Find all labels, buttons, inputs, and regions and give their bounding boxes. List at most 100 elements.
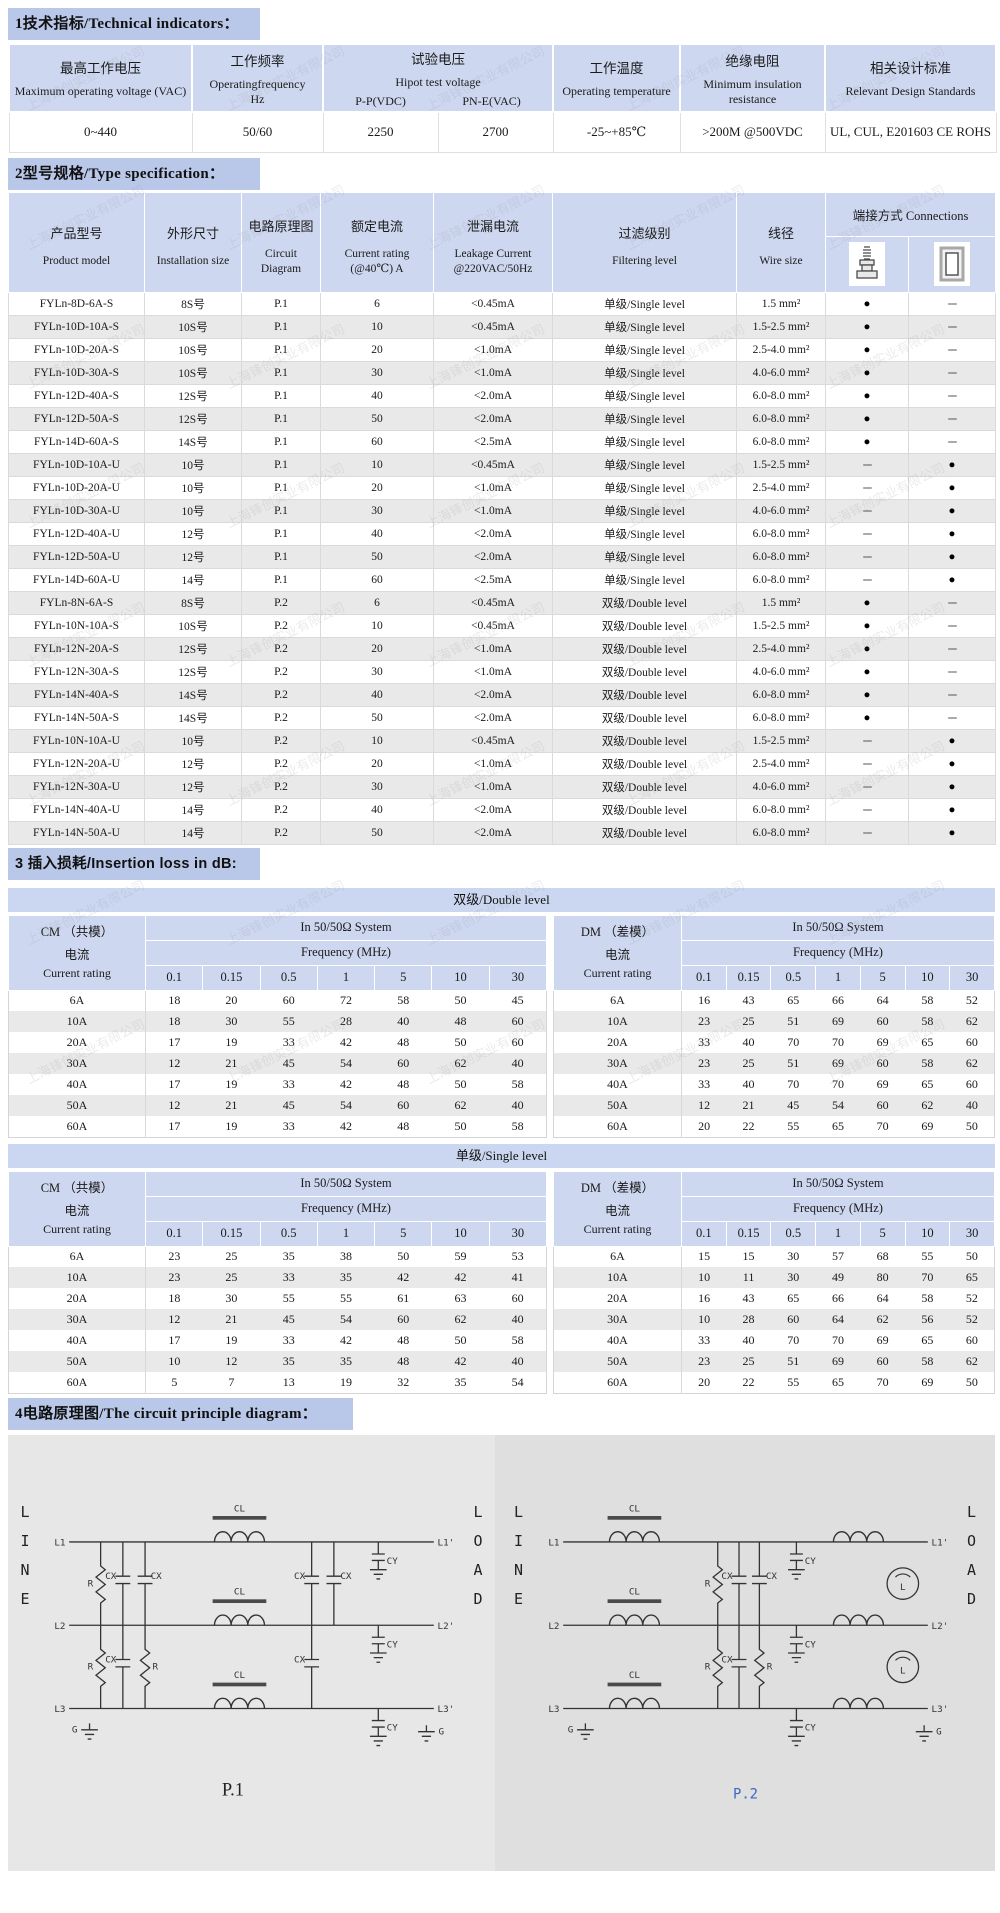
cell: 30 (225, 1291, 238, 1305)
cell: 4.0-6.0 mm² (736, 360, 826, 385)
cell: 双级/Double level (552, 613, 737, 638)
component-label: CL (628, 1503, 640, 1514)
cell: 6A (8, 1246, 146, 1267)
cell: <2.0mA (433, 544, 553, 569)
cell: 单级/Single level (552, 291, 737, 316)
cell: 6.0-8.0 mm² (736, 521, 826, 546)
cell: P.2 (241, 820, 321, 845)
cell: 20A (8, 1032, 146, 1053)
header-cell: 0.1 (681, 964, 727, 991)
cell: ● (825, 383, 909, 408)
cell: 15 (698, 1249, 711, 1264)
cell: 58 (511, 1077, 524, 1091)
cell: --- (908, 291, 996, 316)
cell: 25 (742, 1014, 755, 1028)
cell: 59 (454, 1249, 467, 1264)
cell: <0.45mA (433, 452, 553, 477)
cell: 50 (320, 544, 434, 569)
cell: 60 (876, 1014, 889, 1028)
table-row: 50A 12 21 45 54 60 62 40 (553, 1095, 995, 1116)
label: 电流 (64, 1203, 90, 1218)
cell: 80 (876, 1270, 889, 1284)
dm-current-header: DM （差模） 电流 Current rating (553, 1170, 682, 1247)
label: 过滤级别 (618, 226, 671, 242)
cell: --- (825, 498, 909, 523)
cell: 19 (339, 1374, 352, 1389)
component-label: CY (804, 1639, 816, 1650)
cell: 30A (553, 1053, 682, 1074)
cell: ● (908, 544, 996, 569)
header-cell: 30 (949, 964, 995, 991)
header-cell: 0.15 (202, 1220, 261, 1247)
cell: 20A (8, 1288, 146, 1309)
table-row: 10A 18 30 55 28 40 48 60 (8, 1011, 547, 1032)
table-row: FYLn-14N-40A-S 14S号 P.2 40 <2.0mA 双级/Double l… (8, 682, 996, 707)
cell: <2.0mA (433, 521, 553, 546)
cell: 28 (339, 1014, 352, 1028)
cell: 42 (454, 1270, 467, 1284)
cell: --- (908, 705, 996, 730)
cell: FYLn-10D-10A-U (8, 452, 145, 477)
frequency-header: Frequency (MHz) (681, 939, 995, 966)
circuit-box-p2: LINE L1 L2 L3 L1' L2' L3' CL CL CL R CX … (495, 1434, 995, 1871)
cell: 40 (511, 1312, 524, 1326)
cell: 21 (225, 1056, 238, 1070)
cell: 6.0-8.0 mm² (736, 820, 826, 845)
cell: 65 (787, 1291, 800, 1305)
cell: 10A (8, 1011, 146, 1032)
insertion-loss-single-dm-table: DM （差模） 电流 Current rating In 50/50Ω Syst… (553, 1170, 995, 1394)
label: 电流 (604, 1203, 630, 1218)
cell: 单级/Single level (552, 452, 737, 477)
cell: 双级/Double level (552, 751, 737, 776)
load-label: LOAD (962, 1502, 981, 1619)
header-cell: 0.15 (725, 1220, 772, 1247)
cell: FYLn-14N-40A-S (8, 682, 145, 707)
cell: 58 (921, 1056, 934, 1070)
cell: 60 (876, 1056, 889, 1070)
cell: <0.45mA (433, 613, 553, 638)
cell: 4.0-6.0 mm² (736, 659, 826, 684)
cell: 10号 (144, 452, 242, 477)
cell: 单级/Single level (552, 498, 737, 523)
cell: FYLn-10D-20A-U (8, 475, 145, 500)
cell: 22 (742, 1374, 755, 1389)
cell: 62 (965, 1014, 978, 1028)
header-cell: 10 (904, 1220, 951, 1247)
banner-double-level: 双级/Double level (8, 887, 995, 912)
cell: 50 (965, 1118, 978, 1133)
table-row: FYLn-14N-50A-U 14号 P.2 50 <2.0mA 双级/Double le… (8, 820, 996, 845)
cell: ● (908, 521, 996, 546)
component-label: CL (234, 1503, 246, 1514)
cell: 55 (787, 1374, 800, 1389)
cell: 12S号 (144, 659, 242, 684)
cell: 65 (831, 1374, 844, 1389)
cell: FYLn-14N-40A-U (8, 797, 145, 822)
cell: 17 (168, 1077, 181, 1091)
system-header: In 50/50Ω System (681, 914, 995, 941)
cell: 双级/Double level (552, 705, 737, 730)
cell: 20 (698, 1118, 711, 1133)
table-row: 10A 23 25 51 69 60 58 62 (553, 1011, 995, 1032)
cell: 10A (553, 1011, 682, 1032)
cell: 12 (225, 1354, 238, 1368)
cell: --- (825, 475, 909, 500)
table-row: FYLn-14N-40A-U 14号 P.2 40 <2.0mA 双级/Double le… (8, 797, 996, 822)
cell: <2.0mA (433, 797, 553, 822)
connection-type-screw (825, 235, 909, 293)
cell: 50A (8, 1351, 146, 1372)
cell: 12号 (144, 751, 242, 776)
cell: <1.0mA (433, 360, 553, 385)
cell: 33 (698, 1333, 711, 1347)
label: Current rating (43, 1222, 111, 1237)
cell: 6.0-8.0 mm² (736, 797, 826, 822)
header-cell: 0.5 (770, 1220, 817, 1247)
cell: 60 (965, 1333, 978, 1347)
cell: 32 (397, 1374, 410, 1389)
cell: 62 (876, 1312, 889, 1326)
cell: 33 (282, 1270, 295, 1284)
cell: 20 (698, 1374, 711, 1389)
label: DM （差模） (580, 1180, 655, 1195)
tech-col-standards: 相关设计标准 Relevant Design Standards (824, 43, 997, 113)
cell: 60 (282, 993, 295, 1008)
cell: ● (825, 429, 909, 454)
